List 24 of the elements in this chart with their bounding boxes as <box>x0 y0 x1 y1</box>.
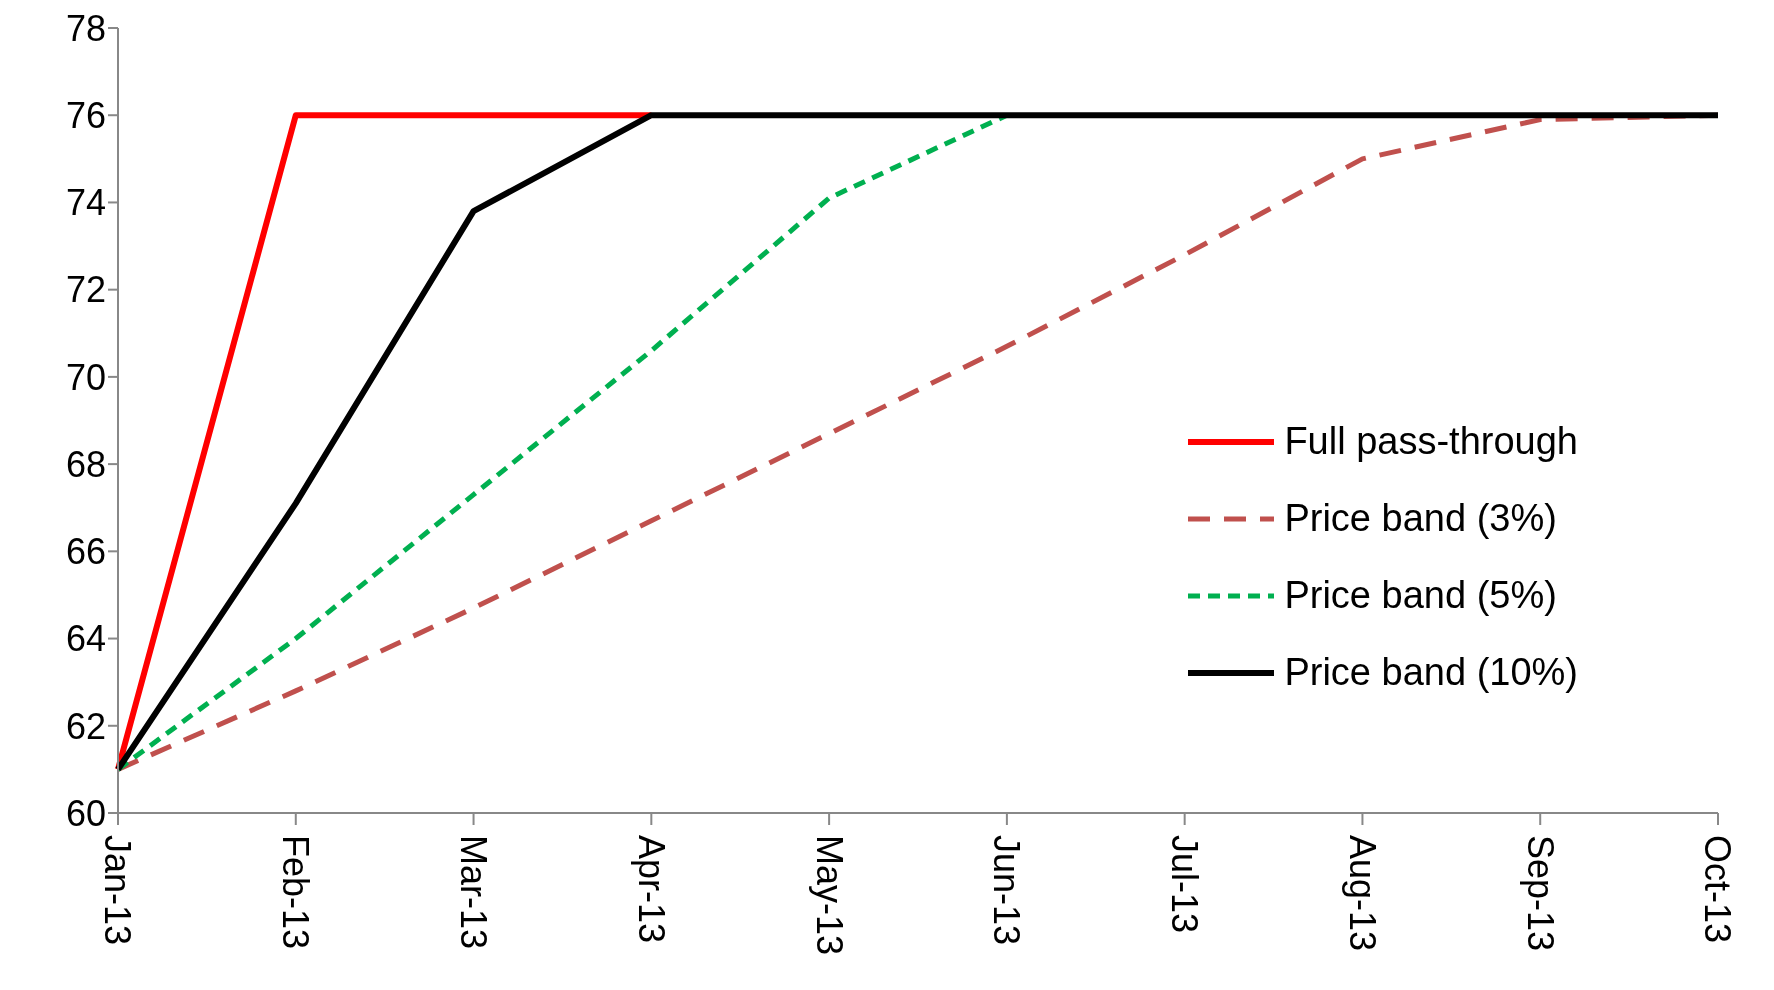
x-tick-label: Jan-13 <box>97 835 139 946</box>
x-tick-label: May-13 <box>808 835 850 956</box>
y-tick-label: 74 <box>65 182 106 224</box>
x-tick-label: Aug-13 <box>1341 835 1383 952</box>
x-tick-label: Feb-13 <box>275 835 317 950</box>
y-tick-label: 76 <box>65 95 106 136</box>
y-tick-label: 60 <box>65 792 106 834</box>
x-tick-label: Jun-13 <box>986 835 1028 946</box>
y-tick-label: 64 <box>65 618 106 660</box>
x-tick-label: Apr-13 <box>630 835 672 944</box>
y-tick-label: 78 <box>65 7 106 49</box>
x-tick-label: Mar-13 <box>452 835 494 950</box>
y-tick-label: 70 <box>65 356 106 398</box>
x-tick-label: Sep-13 <box>1519 835 1561 952</box>
legend-label: Price band (3%) <box>1284 497 1557 540</box>
legend-label: Full pass-through <box>1284 420 1578 463</box>
x-tick-label: Oct-13 <box>1697 835 1739 944</box>
legend-label: Price band (5%) <box>1284 574 1557 617</box>
x-tick-label: Jul-13 <box>1164 835 1206 934</box>
y-tick-label: 66 <box>65 531 106 573</box>
y-tick-label: 62 <box>65 705 106 747</box>
y-tick-label: 72 <box>65 269 106 311</box>
y-tick-label: 68 <box>65 443 106 485</box>
legend-label: Price band (10%) <box>1284 651 1578 694</box>
